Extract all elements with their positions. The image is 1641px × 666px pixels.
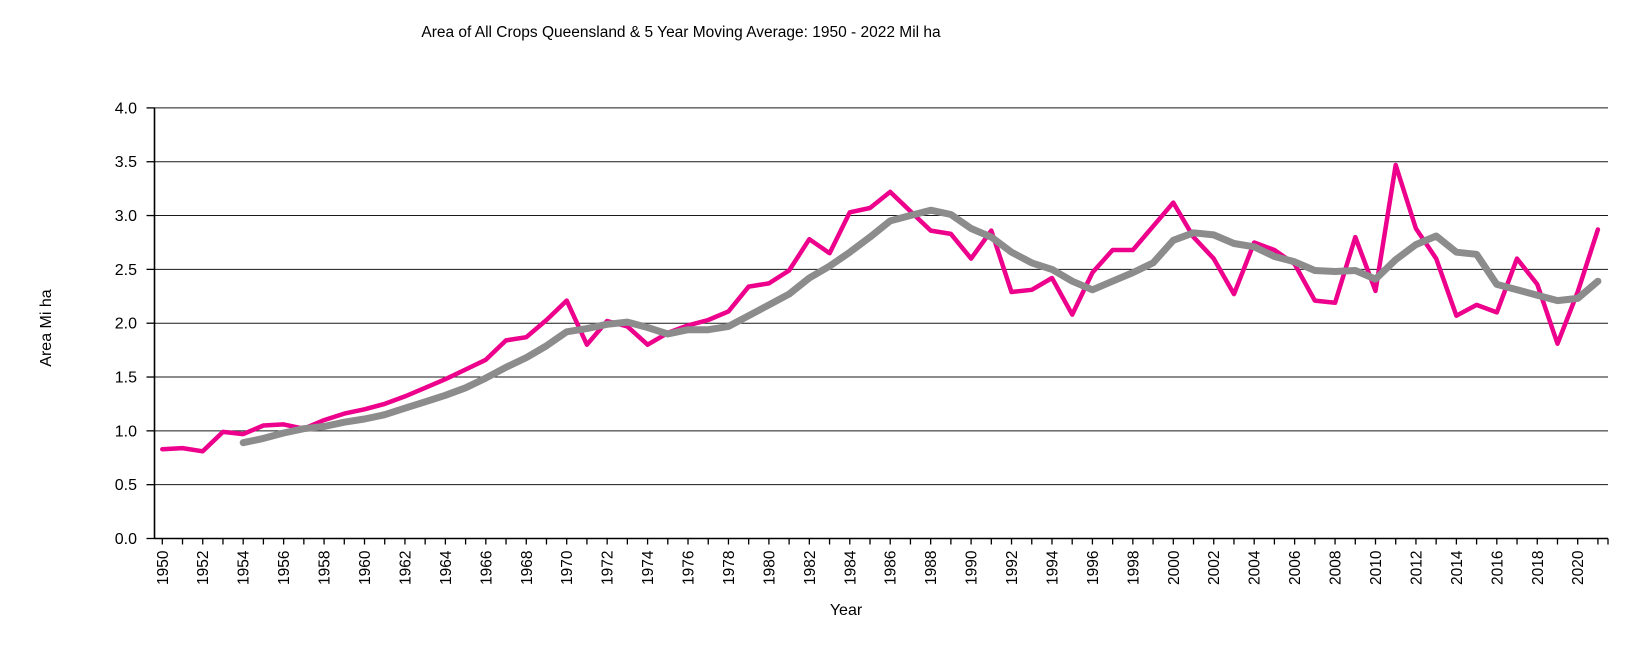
x-tick-label: 1962 [397,551,414,585]
x-tick-label: 1978 [721,551,738,585]
x-tick-label: 1984 [842,550,859,585]
x-tick-label: 1952 [195,551,212,585]
x-axis-title: Year [829,602,863,619]
x-tick-label: 1992 [1004,551,1021,585]
series-group [160,162,1602,454]
x-tick-label: 1950 [155,550,172,585]
x-tick-label: 2006 [1287,551,1304,585]
x-tick-label: 2008 [1328,551,1345,585]
gridlines-group [154,107,1608,486]
y-tick-label: 1.0 [115,423,137,440]
x-tick-label: 1956 [276,551,293,585]
tick-marks-group [146,107,1609,545]
x-tick-label: 1990 [964,550,981,585]
x-tick-label: 2014 [1449,550,1466,585]
x-tick-label: 2004 [1247,550,1264,585]
y-tick-label: 2.5 [115,262,137,279]
x-tick-label: 1972 [600,551,617,585]
x-tick-label: 2018 [1530,551,1547,585]
chart-title: Area of All Crops Queensland & 5 Year Mo… [421,24,941,41]
x-tick-label: 1986 [883,551,900,585]
x-tick-label: 2000 [1166,550,1183,585]
x-tick-label: 1970 [559,550,576,585]
y-tick-label: 3.0 [115,208,137,225]
x-tick-label: 1980 [761,550,778,585]
x-tick-label: 2002 [1206,551,1223,585]
series-moving-average-line [239,206,1602,447]
y-tick-label: 3.5 [115,154,137,171]
x-tick-label: 1994 [1044,550,1061,585]
y-tick-label: 0.0 [115,531,137,548]
x-tick-label: 1988 [923,551,940,585]
x-tick-label: 2016 [1489,551,1506,585]
y-tick-label: 0.5 [115,477,137,494]
y-axis-title: Area Mi ha [38,289,55,367]
x-tick-label: 1964 [438,550,455,585]
x-tick-label: 1976 [681,551,698,585]
x-tick-label: 2010 [1368,550,1385,585]
y-tick-label: 2.0 [115,316,137,333]
x-tick-label: 1996 [1085,551,1102,585]
tick-labels-group: 0.0 0.5 1.0 1.5 2.0 2.5 3.0 3.5 4.0 1950 1952 1954 1… [115,100,1587,585]
x-tick-label: 2020 [1570,550,1587,585]
series-annual-line [160,162,1601,454]
x-tick-label: 1966 [478,551,495,585]
x-tick-label: 1958 [317,551,334,585]
x-tick-label: 1998 [1125,551,1142,585]
x-tick-label: 2012 [1408,551,1425,585]
y-tick-label: 1.5 [115,370,137,387]
x-tick-label: 1954 [236,550,253,585]
x-tick-label: 1974 [640,550,657,585]
y-tick-label: 4.0 [115,100,137,117]
x-tick-label: 1982 [802,551,819,585]
x-tick-label: 1960 [357,550,374,585]
x-tick-label: 1968 [519,551,536,585]
